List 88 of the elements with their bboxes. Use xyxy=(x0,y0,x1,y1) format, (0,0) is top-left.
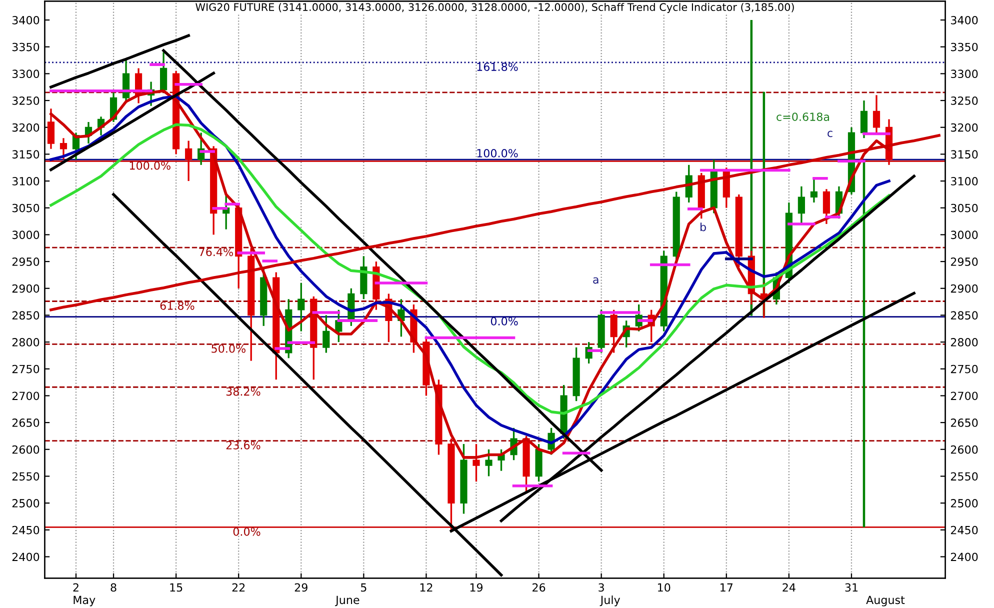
y-tick-label: 3200 xyxy=(12,123,40,132)
candlestick xyxy=(185,140,192,182)
x-tick-label: 26 xyxy=(532,583,546,592)
y-tick-label: 2650 xyxy=(12,418,40,427)
y-tick-label: 3100 xyxy=(12,177,40,186)
line-series xyxy=(50,123,890,415)
text: June xyxy=(335,596,360,606)
y-tick-label: 2900 xyxy=(12,284,40,293)
y2-tick-label: 2500 xyxy=(950,499,978,508)
x-tick-label: 5 xyxy=(361,583,366,592)
x-tick-label: 19 xyxy=(470,583,483,592)
y2-tick-label: 2650 xyxy=(950,418,978,427)
candlestick xyxy=(822,188,830,225)
x-tick-label: 2 xyxy=(73,583,78,592)
annotation: 23.6% xyxy=(226,441,260,450)
y2-tick-label: 2800 xyxy=(950,338,978,346)
y2-tick-label: 3000 xyxy=(951,230,978,240)
candlestick xyxy=(810,178,818,204)
y-tick-label: 3350 xyxy=(12,42,40,52)
y2-tick-label: 3050 xyxy=(951,204,978,212)
candlestick xyxy=(860,100,868,139)
y-tick-label: 2850 xyxy=(12,311,40,320)
y2-tick-label: 2600 xyxy=(950,445,978,454)
candlestick xyxy=(60,137,68,160)
candlestick xyxy=(872,94,880,134)
text: May xyxy=(74,596,96,606)
y-tick-label: 2600 xyxy=(12,445,40,454)
candlestick xyxy=(298,282,305,332)
annotation: 38.2% xyxy=(226,387,260,396)
x-tick-label: 22 xyxy=(232,583,245,592)
candlestick xyxy=(610,309,618,354)
annotation: 61.8% xyxy=(160,301,194,310)
y2-tick-label: 3150 xyxy=(951,150,978,159)
x-tick-label: 24 xyxy=(782,583,796,592)
y-tick-label: 2450 xyxy=(12,526,40,534)
y2-tick-label: 2400 xyxy=(950,552,978,562)
line-series xyxy=(50,34,190,88)
y2-tick-label: 3400 xyxy=(951,16,978,24)
annotation: 0.0% xyxy=(233,527,260,536)
annotation: 161.8% xyxy=(477,62,518,72)
y-tick-label: 3150 xyxy=(12,150,40,159)
x-tick-label: 31 xyxy=(845,583,858,592)
x-tick-label: 3 xyxy=(598,583,604,592)
y2-tick-label: 3300 xyxy=(951,70,978,78)
y2-tick-label: 2700 xyxy=(950,392,978,400)
annotation: 100.0% xyxy=(477,148,518,158)
y2-tick-label: 3100 xyxy=(951,177,978,186)
y-tick-label: 2500 xyxy=(12,499,40,508)
text: July xyxy=(600,596,620,606)
y2-tick-label: 3250 xyxy=(951,96,978,105)
y-tick-label: 2700 xyxy=(12,392,40,400)
annotation: a xyxy=(593,277,598,284)
y-tick-label: 2400 xyxy=(12,552,40,562)
candlestick xyxy=(472,443,480,482)
y-tick-label: 3300 xyxy=(12,70,40,78)
candlestick xyxy=(798,186,805,225)
x-tick-label: 8 xyxy=(110,583,116,592)
annotation: 50.0% xyxy=(212,344,246,353)
y-tick-label: 3400 xyxy=(12,16,40,24)
candlestick xyxy=(322,314,330,354)
annotation: c=0.618a xyxy=(776,112,830,121)
x-tick-label: 12 xyxy=(420,583,432,592)
y-tick-label: 3050 xyxy=(12,204,40,212)
y2-tick-label: 2550 xyxy=(950,472,978,481)
y2-tick-label: 2850 xyxy=(950,311,978,320)
y2-tick-label: 2900 xyxy=(950,284,978,293)
annotation: b xyxy=(700,222,706,232)
chart-title: WIG20 FUTURE (3141.0000, 3143.0000, 3126.0000, 3128.0000, -12.0000), Schaff Trend Cycle Indicator (3,185.00) xyxy=(196,2,794,14)
x-tick-label: 10 xyxy=(658,583,670,592)
y-tick-label: 3250 xyxy=(12,96,40,105)
y2-tick-label: 2950 xyxy=(950,258,978,266)
annotation: 76.4% xyxy=(199,248,233,256)
x-tick-label: 29 xyxy=(294,583,308,592)
y2-tick-label: 2750 xyxy=(950,364,978,374)
y-tick-label: 2800 xyxy=(12,338,40,346)
y-tick-label: 2750 xyxy=(12,364,40,374)
y2-tick-label: 3200 xyxy=(951,123,978,132)
x-tick-label: 17 xyxy=(720,583,733,592)
y-tick-label: 2950 xyxy=(12,258,40,266)
candlestick xyxy=(485,448,492,478)
x-tick-label: 15 xyxy=(170,583,182,592)
y-tick-label: 2550 xyxy=(12,472,40,481)
annotation: 100.0% xyxy=(130,161,170,170)
y2-tick-label: 2450 xyxy=(950,526,978,534)
y2-tick-label: 3350 xyxy=(951,42,978,52)
annotation: c xyxy=(828,130,832,138)
y-tick-label: 3000 xyxy=(12,230,40,240)
text: August xyxy=(866,596,905,606)
